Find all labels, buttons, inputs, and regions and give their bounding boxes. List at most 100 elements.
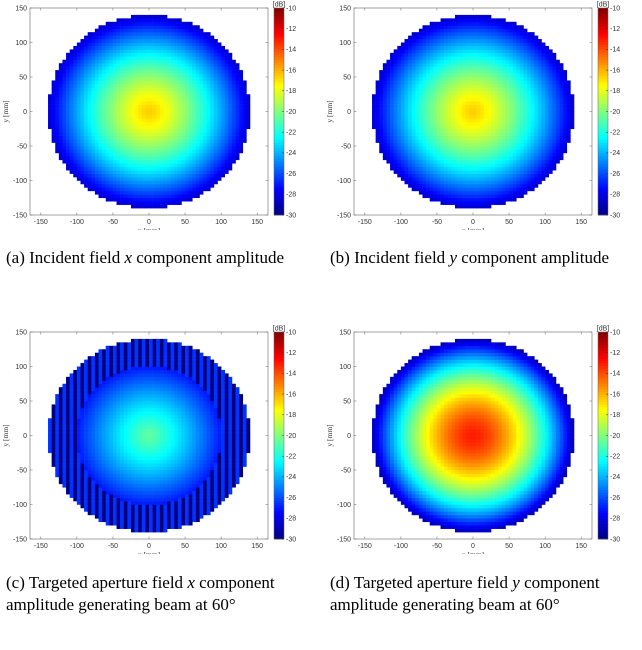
heatmap-cell xyxy=(156,167,160,171)
heatmap-cell xyxy=(131,170,135,174)
heatmap-cell xyxy=(95,84,99,88)
heatmap-cell xyxy=(153,115,157,119)
heatmap-cell xyxy=(509,174,513,178)
heatmap-cell xyxy=(477,74,481,78)
heatmap-cell xyxy=(484,84,488,88)
heatmap-cell xyxy=(199,129,203,133)
heatmap-cell xyxy=(66,129,70,133)
heatmap-cell xyxy=(160,94,164,98)
heatmap-cell xyxy=(203,39,207,43)
heatmap-cell xyxy=(232,156,236,160)
heatmap-cell xyxy=(99,167,103,171)
heatmap-cell xyxy=(84,80,88,84)
heatmap-cell xyxy=(462,146,466,150)
heatmap-cell xyxy=(401,139,405,143)
heatmap-cell xyxy=(397,91,401,95)
heatmap-cell xyxy=(99,156,103,160)
heatmap-cell xyxy=(225,125,229,129)
heatmap-cell xyxy=(394,98,398,102)
heatmap-cell xyxy=(448,149,452,153)
heatmap-cell xyxy=(88,84,92,88)
heatmap-cell xyxy=(473,77,477,81)
heatmap-cell xyxy=(459,191,463,195)
heatmap-cell xyxy=(199,80,203,84)
heatmap-cell xyxy=(379,77,383,81)
heatmap-cell xyxy=(502,167,506,171)
heatmap-cell xyxy=(473,84,477,88)
heatmap-cell xyxy=(423,174,427,178)
heatmap-cell xyxy=(473,129,477,133)
heatmap-cell xyxy=(386,149,390,153)
heatmap-cell xyxy=(386,94,390,98)
heatmap-cell xyxy=(469,74,473,78)
heatmap-cell xyxy=(117,174,121,178)
heatmap-cell xyxy=(181,118,185,122)
heatmap-cell xyxy=(225,118,229,122)
heatmap-cell xyxy=(246,115,250,119)
heatmap-cell xyxy=(239,105,243,109)
heatmap-cell xyxy=(477,143,481,147)
heatmap-cell xyxy=(149,77,153,81)
heatmap-cell xyxy=(531,132,535,136)
heatmap-cell xyxy=(225,63,229,67)
heatmap-cell xyxy=(415,70,419,74)
heatmap-cell xyxy=(120,181,124,185)
heatmap-cell xyxy=(91,146,95,150)
heatmap-cell xyxy=(239,94,243,98)
heatmap-cell xyxy=(430,74,434,78)
heatmap-cell xyxy=(131,80,135,84)
heatmap-cell xyxy=(423,143,427,147)
heatmap-cell xyxy=(131,181,135,185)
heatmap-cell xyxy=(178,105,182,109)
heatmap-cell xyxy=(386,139,390,143)
heatmap-cell xyxy=(55,149,59,153)
heatmap-cell xyxy=(106,70,110,74)
heatmap-cell xyxy=(448,136,452,140)
heatmap-cell xyxy=(383,129,387,133)
heatmap-cell xyxy=(552,56,556,60)
heatmap-cell xyxy=(95,149,99,153)
heatmap-cell xyxy=(70,56,74,60)
heatmap-cell xyxy=(426,181,430,185)
heatmap-cell xyxy=(430,70,434,74)
heatmap-cell xyxy=(174,29,178,33)
heatmap-cell xyxy=(106,163,110,167)
heatmap-cell xyxy=(239,118,243,122)
heatmap-cell xyxy=(444,94,448,98)
heatmap-cell xyxy=(80,63,84,67)
heatmap-cell xyxy=(120,46,124,50)
heatmap-cell xyxy=(401,132,405,136)
heatmap-cell xyxy=(221,70,225,74)
heatmap-cell xyxy=(531,94,535,98)
heatmap-cell xyxy=(95,29,99,33)
heatmap-cell xyxy=(149,125,153,129)
heatmap-cell xyxy=(531,167,535,171)
heatmap-cell xyxy=(491,136,495,140)
heatmap-cell xyxy=(142,187,146,191)
heatmap-cell xyxy=(462,181,466,185)
heatmap-cell xyxy=(109,25,113,29)
heatmap-cell xyxy=(520,129,524,133)
colorbar-segment xyxy=(274,143,284,146)
heatmap-cell xyxy=(163,163,167,167)
heatmap-cell xyxy=(451,49,455,53)
heatmap-cell xyxy=(192,70,196,74)
heatmap-cell xyxy=(484,174,488,178)
heatmap-cell xyxy=(185,94,189,98)
heatmap-cell xyxy=(386,105,390,109)
heatmap-cell xyxy=(88,125,92,129)
heatmap-cell xyxy=(91,60,95,64)
heatmap-cell xyxy=(88,136,92,140)
heatmap-cell xyxy=(192,108,196,112)
heatmap-cell xyxy=(80,118,84,122)
heatmap-cell xyxy=(462,94,466,98)
heatmap-cell xyxy=(66,60,70,64)
heatmap-cell xyxy=(480,156,484,160)
heatmap-cell xyxy=(404,174,408,178)
heatmap-cell xyxy=(99,46,103,50)
heatmap-cell xyxy=(149,191,153,195)
heatmap-cell xyxy=(505,118,509,122)
heatmap-cell xyxy=(433,194,437,198)
heatmap-cell xyxy=(174,43,178,47)
heatmap-cell xyxy=(171,18,175,22)
